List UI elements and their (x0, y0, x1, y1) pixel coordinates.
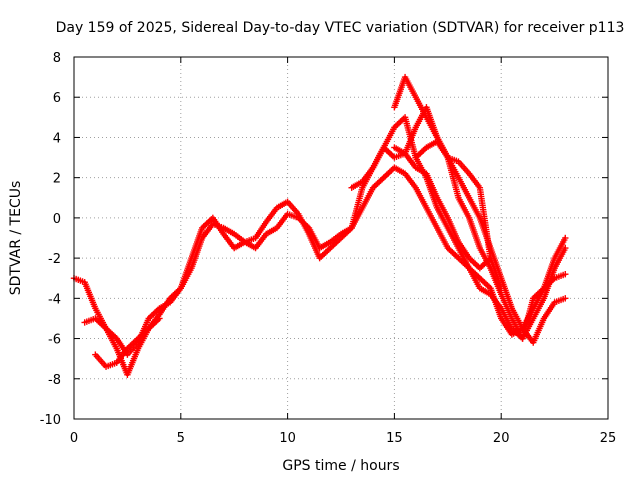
data-point (562, 234, 569, 242)
y-tick-label: 6 (53, 91, 61, 106)
y-tick-label: -4 (48, 292, 61, 307)
y-tick-label: 2 (53, 172, 61, 187)
data-point (156, 315, 163, 322)
series-track-3 (92, 73, 569, 370)
y-tick-label: 4 (53, 131, 61, 146)
y-tick-label: 0 (53, 212, 61, 227)
data-point (562, 295, 569, 302)
series-track-5 (412, 138, 505, 292)
data-point (487, 254, 494, 262)
data-point (498, 285, 505, 292)
x-tick-label: 5 (177, 431, 185, 446)
plot-frame (73, 56, 609, 420)
data-points (70, 73, 569, 378)
series-track-4 (391, 104, 569, 342)
x-tick-label: 10 (279, 431, 296, 446)
x-axis-title: GPS time / hours (282, 458, 399, 474)
series-track-6 (348, 144, 494, 272)
chart-title: Day 159 of 2025, Sidereal Day-to-day VTE… (56, 20, 625, 36)
y-tick-label: -6 (48, 333, 61, 348)
grid-lines (74, 57, 608, 419)
x-tick-label: 0 (70, 431, 78, 446)
axis-ticks: 0 5 10 15 20 25 -10 -8 -6 -4 -2 0 2 4 6 8 (40, 51, 617, 446)
y-tick-label: -8 (48, 373, 61, 388)
x-tick-label: 20 (493, 431, 510, 446)
x-tick-label: 15 (386, 431, 403, 446)
y-tick-label: 8 (53, 51, 61, 66)
data-point (562, 271, 569, 278)
data-point (562, 244, 569, 252)
x-tick-label: 25 (600, 431, 617, 446)
y-tick-label: -2 (48, 252, 61, 267)
y-axis-title: SDTVAR / TECUs (8, 181, 24, 296)
y-tick-label: -10 (40, 413, 61, 428)
